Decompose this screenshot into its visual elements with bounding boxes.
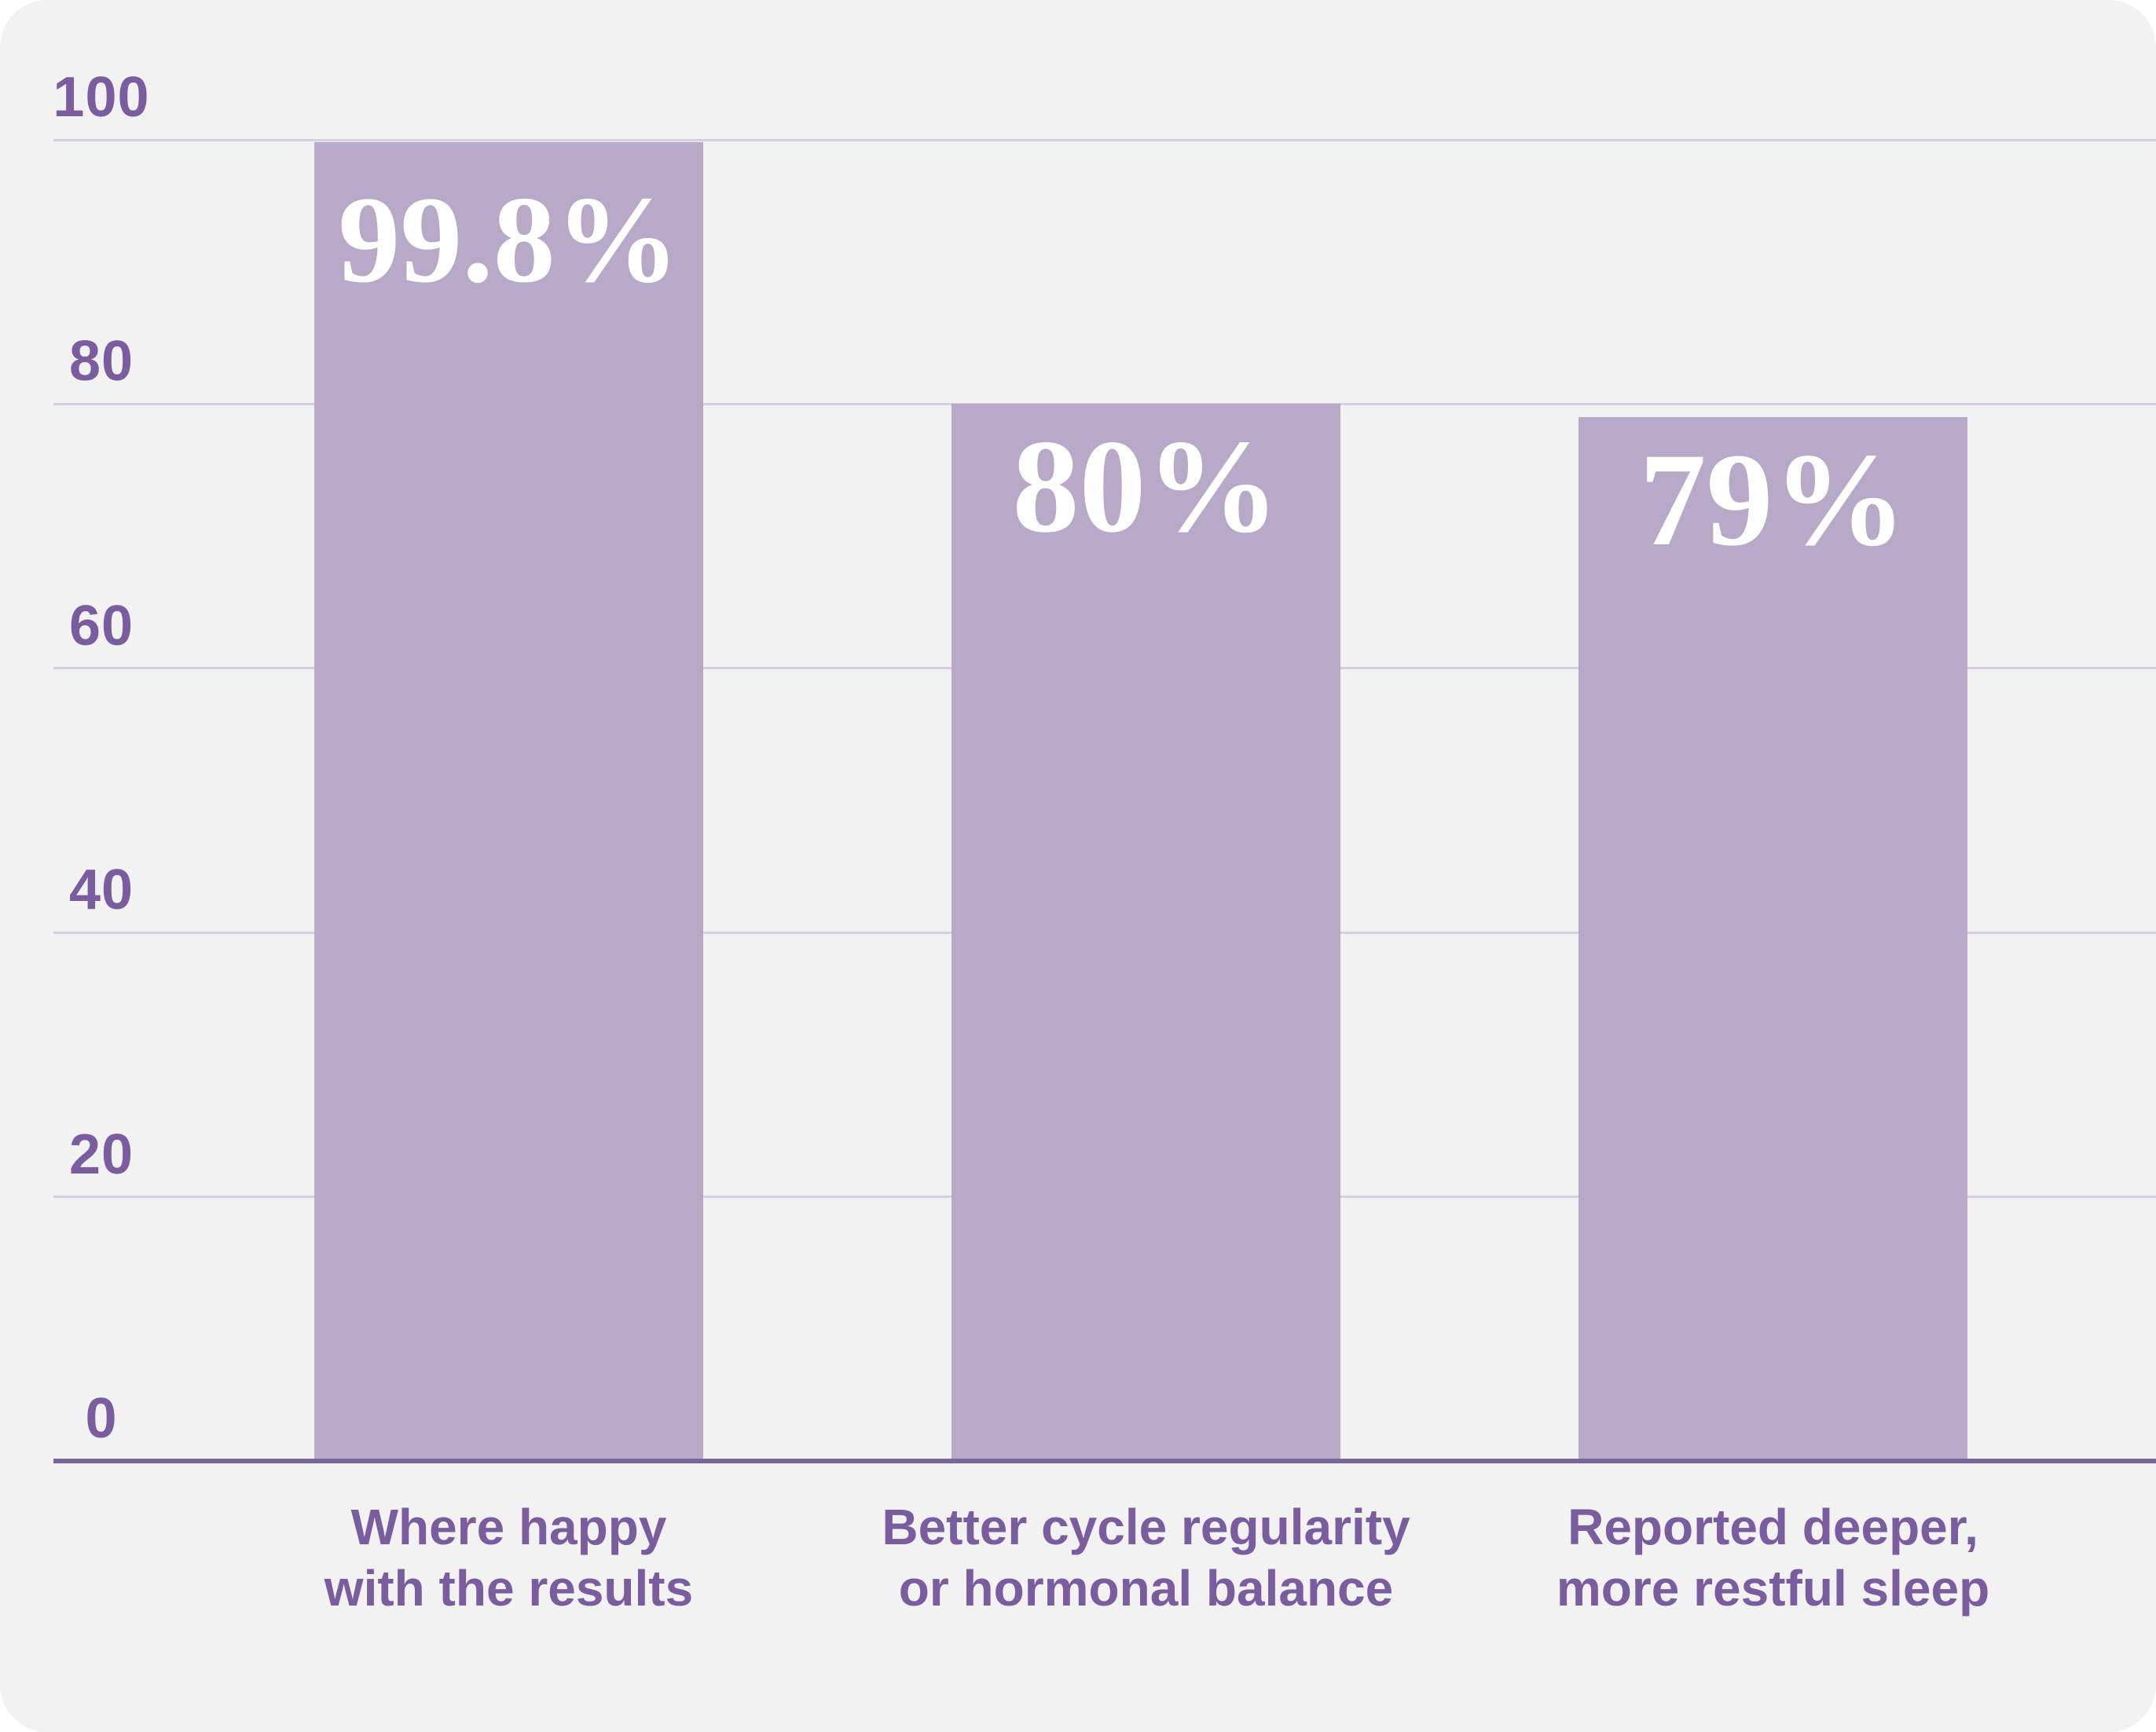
- category-label: Where happy with the results: [324, 1499, 694, 1617]
- bar-value-label: 99.8%: [338, 171, 680, 309]
- bar: 80%: [952, 404, 1340, 1461]
- y-axis-tick-label: 40: [68, 859, 134, 922]
- gridline: [53, 138, 2156, 141]
- x-axis-line: [53, 1459, 2156, 1463]
- y-axis-tick-label: 60: [68, 594, 134, 657]
- bar: 99.8%: [314, 142, 703, 1461]
- y-axis-tick-label: 20: [68, 1122, 134, 1186]
- bar-value-label: 79%: [1639, 426, 1907, 574]
- y-axis-tick-label: 0: [85, 1387, 118, 1450]
- bar-value-label: 80%: [1012, 412, 1280, 561]
- bar: 79%: [1578, 417, 1967, 1461]
- y-axis-tick-label: 80: [68, 330, 134, 394]
- category-label: Reported deeper, more restful sleep: [1556, 1499, 1990, 1617]
- category-label: Better cycle regularity or hormonal bala…: [882, 1499, 1410, 1617]
- y-axis-tick-label: 100: [53, 66, 150, 129]
